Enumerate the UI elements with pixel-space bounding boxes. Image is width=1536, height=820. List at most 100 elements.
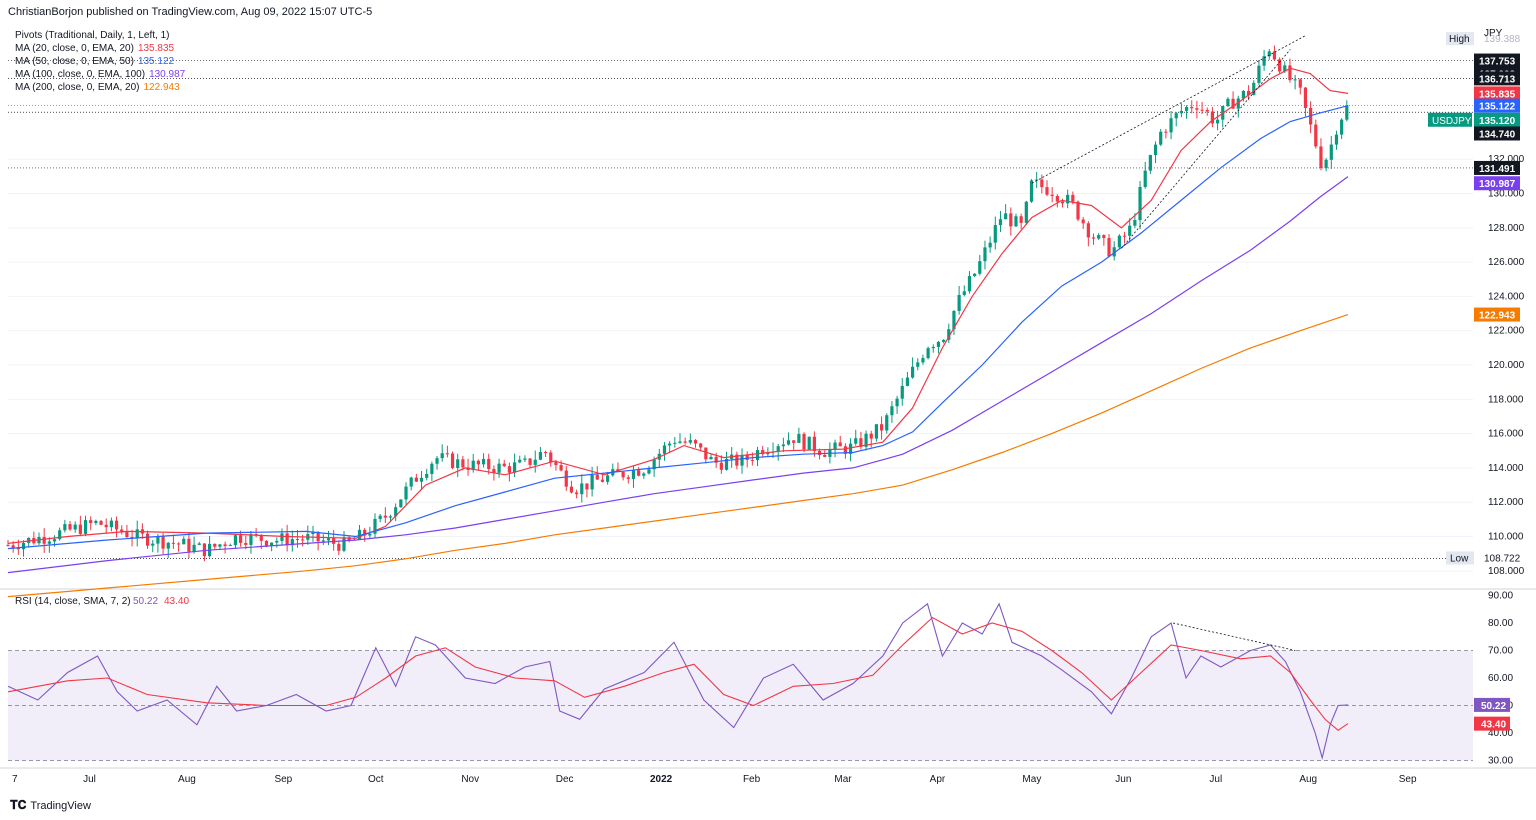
candle-body [213,543,217,547]
candle-body [1050,194,1054,197]
price-label-box [1474,53,1520,68]
candle-body [497,463,501,473]
candle-body [637,470,641,476]
candle-body [461,459,465,468]
candle-body [425,473,429,478]
legend-item[interactable]: Pivots (Traditional, Daily, 1, Left, 1) [15,30,174,41]
candle-body [42,537,46,544]
candle-body [1184,106,1189,111]
candle-body [1190,106,1194,109]
candle-body [936,341,941,347]
candle-body [89,520,93,524]
candle-body [885,415,889,431]
candle-body [983,247,987,262]
y-tick-label: 118.000 [1488,394,1524,405]
candle-body [926,348,930,359]
x-tick-label: Jul [1209,774,1222,785]
price-label: 130.987 [1479,179,1516,190]
candle-body [662,445,667,454]
legend-item[interactable]: MA (200, close, 0, EMA, 20) 122.943 [15,82,180,93]
candle-body [507,466,512,473]
candle-body [683,441,687,443]
candle-body [823,455,827,457]
candle-body [1215,119,1220,124]
candle-body [1091,237,1096,239]
candle-body [518,459,522,463]
candle-body [1086,223,1090,238]
candle-body [1159,131,1163,145]
y-tick-label: 120.000 [1488,360,1525,371]
candle-body [693,440,698,444]
candle-body [1009,213,1013,227]
candle-body [1014,216,1018,227]
legend-label: Pivots (Traditional, Daily, 1, Left, 1) [15,30,170,41]
candle-body [910,366,915,378]
price-label-box [1474,307,1520,322]
candle-body [957,294,961,311]
candle-body [182,538,186,545]
candle-body [916,362,920,367]
legend-label: MA (20, close, 0, EMA, 20) [15,43,134,54]
tradingview-brand[interactable]: 𝐓𝐂 TradingView [10,798,91,813]
candle-body [1081,219,1085,224]
price-label-box [1474,160,1520,175]
high-label: High [1449,34,1470,45]
candle-body [176,543,181,545]
candle-body [678,441,682,443]
candle-body [1004,213,1008,220]
candle-body [471,460,475,471]
candle-body [812,436,816,451]
candle-body [673,442,677,444]
candle-body [166,542,170,549]
candle-body [47,541,51,544]
legend-item[interactable]: MA (50, close, 0, EMA, 50) 135.122 [15,56,174,67]
candle-body [900,385,904,399]
candle-body [533,459,537,465]
price-label-box [1474,112,1520,127]
candle-body [481,458,486,465]
candle-body [626,477,630,479]
candle-body [440,453,444,459]
rsi-tick-label: 30.00 [1488,756,1513,767]
candle-body [755,450,760,461]
y-tick-label: 124.000 [1488,291,1525,302]
candle-body [595,474,599,480]
ma-line [7,67,1349,544]
y-tick-label: 128.000 [1488,223,1525,234]
legend-value: 135.122 [137,56,175,67]
y-tick-label: 126.000 [1488,257,1525,268]
candle-body [1040,179,1044,188]
candle-body [843,446,848,454]
candle-body [311,531,315,535]
y-tick-label: 116.000 [1488,429,1524,440]
candle-body [786,440,791,445]
candle-body [275,540,279,543]
legend-item[interactable]: MA (100, close, 0, EMA, 100) 130.987 [15,69,185,80]
candle-body [151,543,155,546]
candle-body [538,452,543,460]
candle-body [776,446,780,452]
candle-body [445,453,449,455]
candle-body [337,543,341,551]
candle-body [52,539,57,542]
rsi-value-label: 43.40 [1481,720,1506,731]
y-tick-label: 122.000 [1488,326,1525,337]
candle-body [724,458,729,470]
rsi-line [7,602,1349,760]
candle-body [373,518,377,534]
candle-body [456,459,460,468]
candle-body [430,463,434,474]
candle-body [78,524,82,534]
legend-item[interactable]: MA (20, close, 0, EMA, 20) 135.835 [15,43,174,54]
candle-body [280,533,284,541]
candle-body [1319,146,1323,169]
candle-body [1128,225,1132,236]
price-label: 135.122 [1479,102,1516,113]
candle-body [419,477,424,482]
candle-body [156,536,160,544]
x-tick-label: Sep [1399,774,1417,785]
low-label-box [1446,551,1474,565]
candle-body [668,443,672,446]
candle-body [295,539,300,541]
